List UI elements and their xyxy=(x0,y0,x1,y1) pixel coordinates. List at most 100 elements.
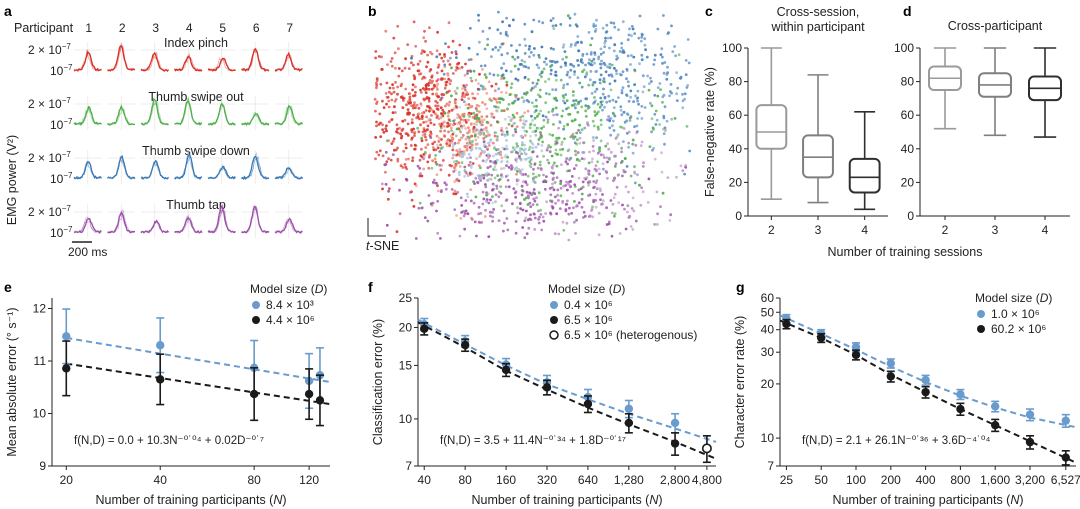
data-point xyxy=(670,439,680,448)
tsne-point xyxy=(469,76,473,80)
tsne-point xyxy=(447,103,451,107)
tsne-point xyxy=(530,114,533,118)
legend-label: 8.4 × 10³ xyxy=(266,298,314,312)
tsne-point xyxy=(634,143,638,147)
tsne-point xyxy=(516,151,520,155)
tsne-point xyxy=(522,119,526,122)
tsne-point xyxy=(439,129,442,133)
tsne-point xyxy=(633,32,637,35)
emg-trace xyxy=(208,57,236,72)
tsne-point xyxy=(608,156,611,160)
tsne-point xyxy=(681,169,685,173)
tsne-point xyxy=(592,139,595,142)
emg-trace xyxy=(107,154,136,180)
tsne-point xyxy=(640,53,644,57)
tsne-point xyxy=(612,129,616,132)
tsne-point xyxy=(623,157,627,160)
tsne-point xyxy=(436,108,440,111)
emg-trace xyxy=(140,220,169,234)
tsne-point xyxy=(627,99,631,103)
tsne-point xyxy=(398,212,402,216)
tsne-point xyxy=(457,170,461,174)
tsne-point xyxy=(381,128,384,132)
tsne-point xyxy=(435,85,439,88)
y-tick-label: 30 xyxy=(761,345,775,359)
tsne-point xyxy=(470,141,474,145)
tsne-point xyxy=(443,77,447,81)
tsne-point xyxy=(422,36,426,40)
tsne-point xyxy=(662,71,666,75)
tsne-point xyxy=(502,76,506,80)
tsne-point xyxy=(450,108,454,112)
tsne-point xyxy=(549,193,553,197)
tsne-point xyxy=(418,72,421,76)
tsne-point xyxy=(625,93,628,97)
tsne-point xyxy=(534,145,538,149)
tsne-point xyxy=(538,163,542,167)
tsne-point xyxy=(626,204,630,208)
tsne-point xyxy=(415,103,419,107)
tsne-point xyxy=(548,150,552,154)
tsne-point xyxy=(540,168,543,172)
tsne-point xyxy=(417,130,421,134)
panel-e-letter: e xyxy=(4,279,12,295)
tsne-point xyxy=(463,165,467,169)
tsne-point xyxy=(501,20,504,24)
tsne-point xyxy=(477,212,480,216)
tsne-point xyxy=(552,59,556,63)
tsne-point xyxy=(674,54,677,58)
tsne-point xyxy=(380,68,384,71)
tsne-point xyxy=(449,134,453,138)
tsne-point xyxy=(506,228,510,232)
tsne-point xyxy=(606,36,610,40)
tsne-point xyxy=(537,126,540,130)
tsne-point xyxy=(490,55,493,58)
tsne-point xyxy=(577,201,581,205)
tsne-point xyxy=(390,98,394,102)
tsne-point xyxy=(435,71,439,75)
tsne-point xyxy=(662,14,665,17)
tsne-point xyxy=(583,176,586,180)
x-tick-label: 20 xyxy=(60,473,74,487)
legend-marker xyxy=(252,301,260,309)
tsne-point xyxy=(587,183,590,187)
tsne-point xyxy=(467,46,471,50)
tsne-point xyxy=(462,124,466,128)
tsne-point xyxy=(525,183,529,187)
tsne-point xyxy=(548,133,552,136)
tsne-point xyxy=(523,143,527,147)
y-tick-label: 12 xyxy=(33,302,47,316)
tsne-point xyxy=(431,159,434,163)
tsne-point xyxy=(496,158,499,162)
tsne-point xyxy=(458,67,462,70)
tsne-point xyxy=(504,69,508,73)
tsne-point xyxy=(608,66,612,69)
tsne-point xyxy=(564,160,568,164)
y-tick-label: 10 xyxy=(761,431,775,445)
emg-trace xyxy=(241,111,270,126)
tsne-point xyxy=(585,176,589,180)
tsne-point xyxy=(653,58,656,62)
tsne-point xyxy=(469,112,473,115)
tsne-point xyxy=(435,173,439,177)
tsne-point xyxy=(447,130,450,134)
tsne-point xyxy=(620,42,624,45)
emg-trace xyxy=(274,216,303,234)
tsne-point xyxy=(495,184,499,188)
tsne-point xyxy=(640,117,644,120)
tsne-point xyxy=(449,126,453,130)
x-tick-label: 50 xyxy=(815,473,829,487)
tsne-point xyxy=(618,50,622,53)
x-tick-label: 3 xyxy=(992,223,999,237)
tsne-point xyxy=(685,125,689,128)
tsne-point xyxy=(515,111,519,115)
x-tick-label: 640 xyxy=(578,473,598,487)
tsne-point xyxy=(501,73,505,77)
tsne-point xyxy=(663,61,667,64)
panel-b: b xyxy=(368,3,377,19)
tsne-point xyxy=(485,92,489,95)
tsne-point xyxy=(613,79,617,83)
tsne-point xyxy=(570,211,574,215)
emg-trace xyxy=(73,51,102,72)
tsne-point xyxy=(559,153,563,157)
